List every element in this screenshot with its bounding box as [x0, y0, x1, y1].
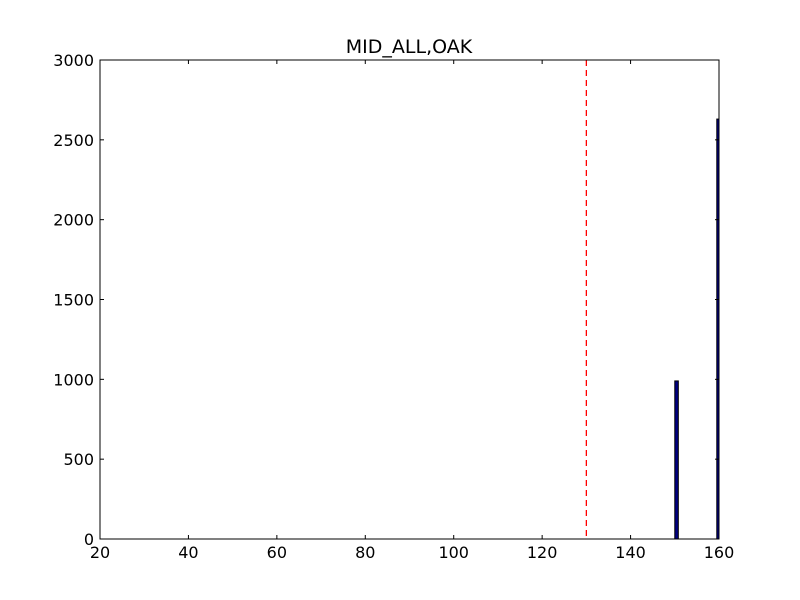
chart-title: MID_ALL,OAK	[346, 36, 473, 58]
y-tick-label: 2500	[53, 131, 94, 150]
y-axis: 0 500 1000 1500 2000 2500 3000	[53, 51, 719, 549]
y-tick-label: 500	[63, 450, 94, 469]
histogram-bar-0	[674, 380, 679, 540]
y-tick-label: 3000	[53, 51, 94, 70]
x-tick-label: 80	[355, 543, 375, 562]
x-tick-label: 40	[178, 543, 198, 562]
x-tick-label: 20	[90, 543, 110, 562]
x-tick-label: 120	[527, 543, 558, 562]
x-tick-label: 140	[615, 543, 646, 562]
plot-frame	[99, 59, 720, 540]
y-tick-label: 2000	[53, 211, 94, 230]
x-axis: 20 40 60 80 100 120 140 160	[90, 60, 734, 562]
y-tick-label: 1000	[53, 370, 94, 389]
x-tick-label: 60	[267, 543, 287, 562]
bars-layer	[674, 118, 720, 540]
y-tick-label: 1500	[53, 291, 94, 310]
y-tick-label: 0	[84, 530, 94, 549]
x-tick-label: 100	[438, 543, 469, 562]
x-tick-label: 160	[704, 543, 735, 562]
